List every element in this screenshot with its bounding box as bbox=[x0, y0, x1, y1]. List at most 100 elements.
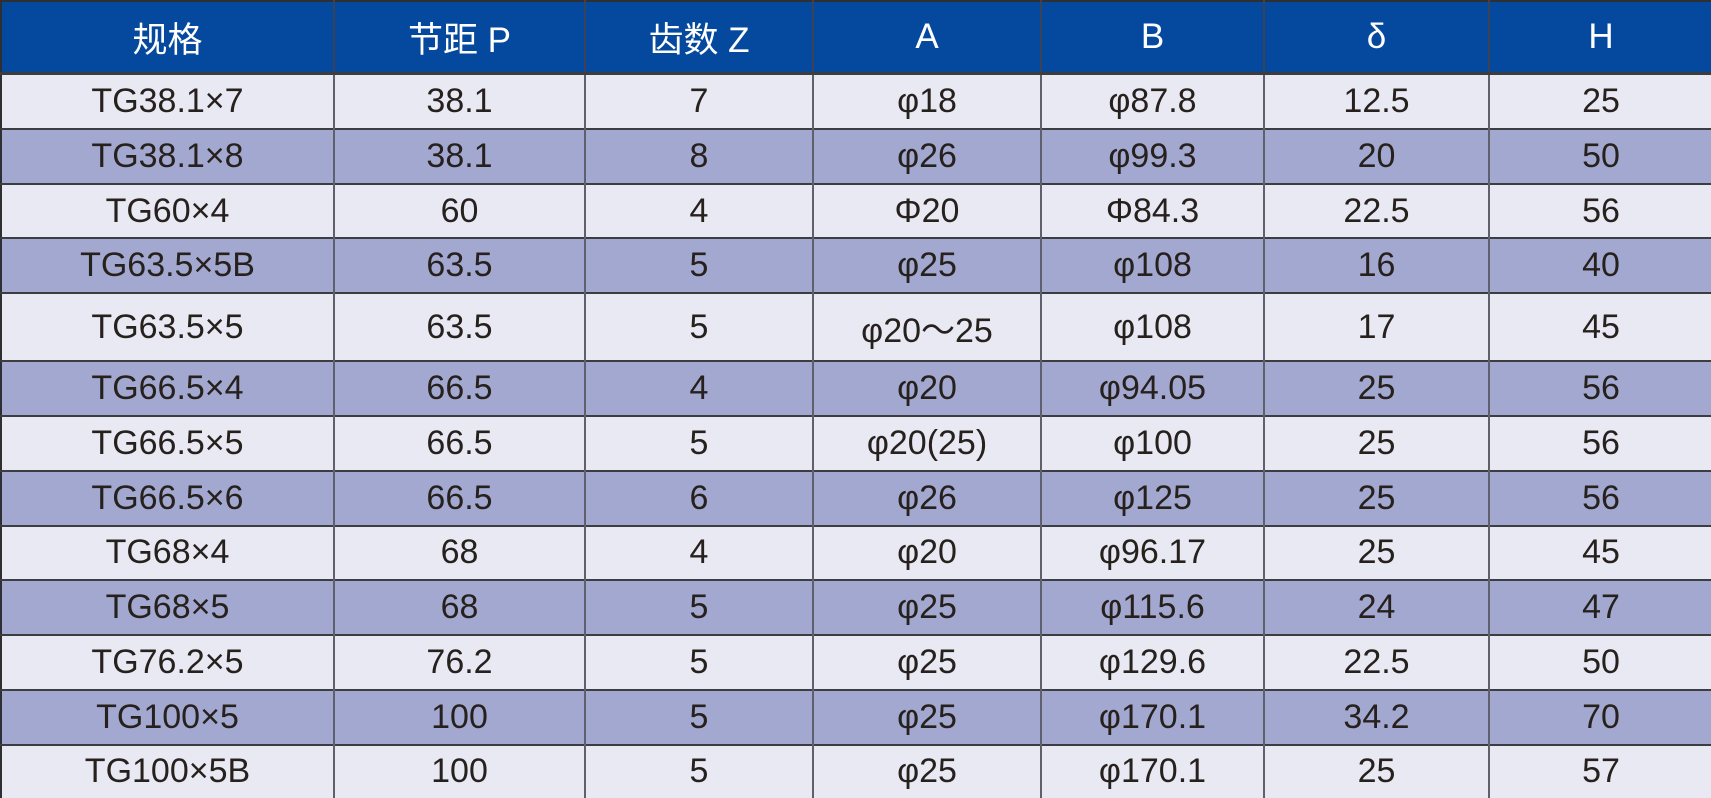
cell: 66.5 bbox=[333, 360, 585, 417]
cell: 56 bbox=[1488, 182, 1711, 239]
cell: φ170.1 bbox=[1040, 743, 1264, 798]
cell: 4 bbox=[584, 182, 813, 239]
cell: φ108 bbox=[1040, 237, 1264, 294]
cell: 5 bbox=[584, 579, 813, 636]
cell: 25 bbox=[1263, 415, 1489, 471]
cell: 50 bbox=[1488, 127, 1711, 184]
cell: 60 bbox=[333, 182, 585, 239]
cell: 66.5 bbox=[333, 415, 585, 471]
table-row: TG100×5B 100 5 φ25 φ170.1 25 57 bbox=[1, 743, 1711, 798]
table-row: TG63.5×5 63.5 5 φ20～25 φ108 17 45 bbox=[1, 292, 1711, 362]
cell: 56 bbox=[1488, 469, 1711, 526]
cell: φ20 bbox=[812, 524, 1041, 581]
cell: 25 bbox=[1263, 524, 1489, 581]
table-row: TG66.5×5 66.5 5 φ20(25) φ100 25 56 bbox=[1, 415, 1711, 471]
cell: 45 bbox=[1488, 292, 1711, 362]
table-row: TG76.2×5 76.2 5 φ25 φ129.6 22.5 50 bbox=[1, 634, 1711, 690]
cell: Φ84.3 bbox=[1040, 182, 1264, 239]
cell: φ20～25 bbox=[812, 292, 1041, 362]
cell: 68 bbox=[333, 524, 585, 581]
cell: 100 bbox=[333, 688, 585, 745]
cell: 25 bbox=[1263, 360, 1489, 417]
cell: φ129.6 bbox=[1040, 634, 1264, 690]
cell: 4 bbox=[584, 524, 813, 581]
cell: φ20 bbox=[812, 360, 1041, 417]
cell: 4 bbox=[584, 360, 813, 417]
cell: φ25 bbox=[812, 579, 1041, 636]
cell: φ99.3 bbox=[1040, 127, 1264, 184]
cell: 100 bbox=[333, 743, 585, 798]
cell: φ96.17 bbox=[1040, 524, 1264, 581]
cell: TG68×4 bbox=[1, 524, 334, 581]
cell: TG68×5 bbox=[1, 579, 334, 636]
cell: φ108 bbox=[1040, 292, 1264, 362]
cell: 24 bbox=[1263, 579, 1489, 636]
column-header-b: B bbox=[1040, 1, 1264, 75]
cell: TG66.5×6 bbox=[1, 469, 334, 526]
cell: 5 bbox=[584, 688, 813, 745]
table-row: TG68×4 68 4 φ20 φ96.17 25 45 bbox=[1, 524, 1711, 581]
cell: 56 bbox=[1488, 360, 1711, 417]
table-row: TG68×5 68 5 φ25 φ115.6 24 47 bbox=[1, 579, 1711, 636]
cell: 45 bbox=[1488, 524, 1711, 581]
table-row: TG100×5 100 5 φ25 φ170.1 34.2 70 bbox=[1, 688, 1711, 745]
cell: TG63.5×5 bbox=[1, 292, 334, 362]
table-row: TG60×4 60 4 Φ20 Φ84.3 22.5 56 bbox=[1, 182, 1711, 239]
column-header-spec: 规格 bbox=[1, 1, 334, 75]
cell: 25 bbox=[1263, 469, 1489, 526]
cell: 22.5 bbox=[1263, 634, 1489, 690]
cell: φ125 bbox=[1040, 469, 1264, 526]
table-row: TG66.5×4 66.5 4 φ20 φ94.05 25 56 bbox=[1, 360, 1711, 417]
cell: 5 bbox=[584, 292, 813, 362]
cell: TG38.1×7 bbox=[1, 72, 334, 129]
cell: 17 bbox=[1263, 292, 1489, 362]
cell: 66.5 bbox=[333, 469, 585, 526]
column-header-pitch: 节距 P bbox=[333, 1, 585, 75]
cell: TG66.5×4 bbox=[1, 360, 334, 417]
cell: 56 bbox=[1488, 415, 1711, 471]
cell: Φ20 bbox=[812, 182, 1041, 239]
cell: φ94.05 bbox=[1040, 360, 1264, 417]
cell: 70 bbox=[1488, 688, 1711, 745]
cell: φ26 bbox=[812, 127, 1041, 184]
cell: φ170.1 bbox=[1040, 688, 1264, 745]
table-body: TG38.1×7 38.1 7 φ18 φ87.8 12.5 25 TG38.1×8 38.1 8… bbox=[1, 72, 1711, 798]
cell: 5 bbox=[584, 634, 813, 690]
cell: 5 bbox=[584, 415, 813, 471]
cell: 12.5 bbox=[1263, 72, 1489, 129]
cell: 47 bbox=[1488, 579, 1711, 636]
column-header-a: A bbox=[812, 1, 1041, 75]
cell: φ25 bbox=[812, 634, 1041, 690]
column-header-h: H bbox=[1488, 1, 1711, 75]
cell: 38.1 bbox=[333, 127, 585, 184]
cell: 22.5 bbox=[1263, 182, 1489, 239]
cell: 5 bbox=[584, 237, 813, 294]
cell: TG100×5 bbox=[1, 688, 334, 745]
cell: 5 bbox=[584, 743, 813, 798]
cell: φ100 bbox=[1040, 415, 1264, 471]
cell: TG38.1×8 bbox=[1, 127, 334, 184]
cell: φ115.6 bbox=[1040, 579, 1264, 636]
cell: φ25 bbox=[812, 688, 1041, 745]
cell: TG63.5×5B bbox=[1, 237, 334, 294]
cell: 40 bbox=[1488, 237, 1711, 294]
cell: 25 bbox=[1488, 72, 1711, 129]
cell: 6 bbox=[584, 469, 813, 526]
cell: 63.5 bbox=[333, 237, 585, 294]
cell: φ18 bbox=[812, 72, 1041, 129]
cell: φ87.8 bbox=[1040, 72, 1264, 129]
cell: 20 bbox=[1263, 127, 1489, 184]
cell: φ26 bbox=[812, 469, 1041, 526]
cell: 34.2 bbox=[1263, 688, 1489, 745]
cell: 57 bbox=[1488, 743, 1711, 798]
cell: TG100×5B bbox=[1, 743, 334, 798]
cell: φ20(25) bbox=[812, 415, 1041, 471]
cell: 50 bbox=[1488, 634, 1711, 690]
table-row: TG63.5×5B 63.5 5 φ25 φ108 16 40 bbox=[1, 237, 1711, 294]
column-header-delta: δ bbox=[1263, 1, 1489, 75]
cell: TG76.2×5 bbox=[1, 634, 334, 690]
cell: φ25 bbox=[812, 237, 1041, 294]
cell: 76.2 bbox=[333, 634, 585, 690]
cell: TG66.5×5 bbox=[1, 415, 334, 471]
